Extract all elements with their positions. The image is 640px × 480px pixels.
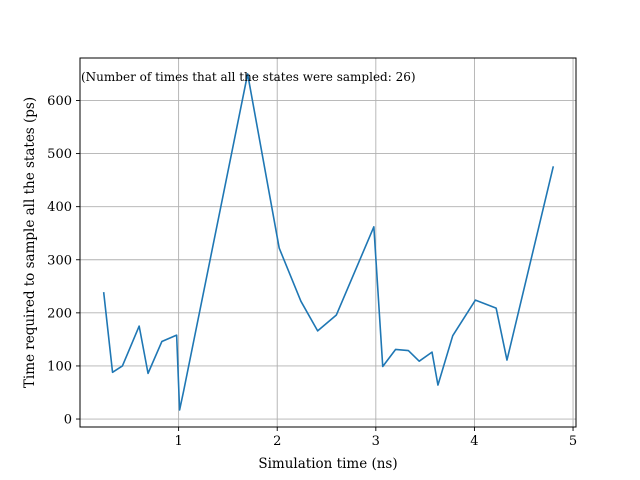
grid bbox=[80, 58, 576, 427]
y-tick-label: 500 bbox=[47, 147, 72, 162]
y-tick-label: 100 bbox=[47, 359, 72, 374]
x-tick-label: 4 bbox=[470, 434, 478, 449]
y-tick-label: 600 bbox=[47, 94, 72, 109]
x-tick-label: 5 bbox=[569, 434, 577, 449]
y-tick-label: 300 bbox=[47, 253, 72, 268]
y-axis-label: Time required to sample all the states (… bbox=[22, 97, 38, 388]
axis-ticks: 1 2 3 4 5 0 100 200 300 400 500 600 bbox=[47, 94, 577, 449]
series-layer bbox=[102, 73, 555, 411]
x-axis-label: Simulation time (ns) bbox=[258, 456, 397, 472]
y-tick-label: 400 bbox=[47, 200, 72, 215]
series-line bbox=[102, 73, 555, 411]
x-tick-label: 2 bbox=[273, 434, 281, 449]
y-tick-label: 0 bbox=[64, 413, 72, 428]
y-tick-label: 200 bbox=[47, 306, 72, 321]
plot-frame bbox=[79, 57, 577, 428]
x-tick-label: 3 bbox=[372, 434, 380, 449]
x-tick-label: 1 bbox=[174, 434, 182, 449]
chart-annotation: (Number of times that all the states wer… bbox=[81, 70, 416, 84]
